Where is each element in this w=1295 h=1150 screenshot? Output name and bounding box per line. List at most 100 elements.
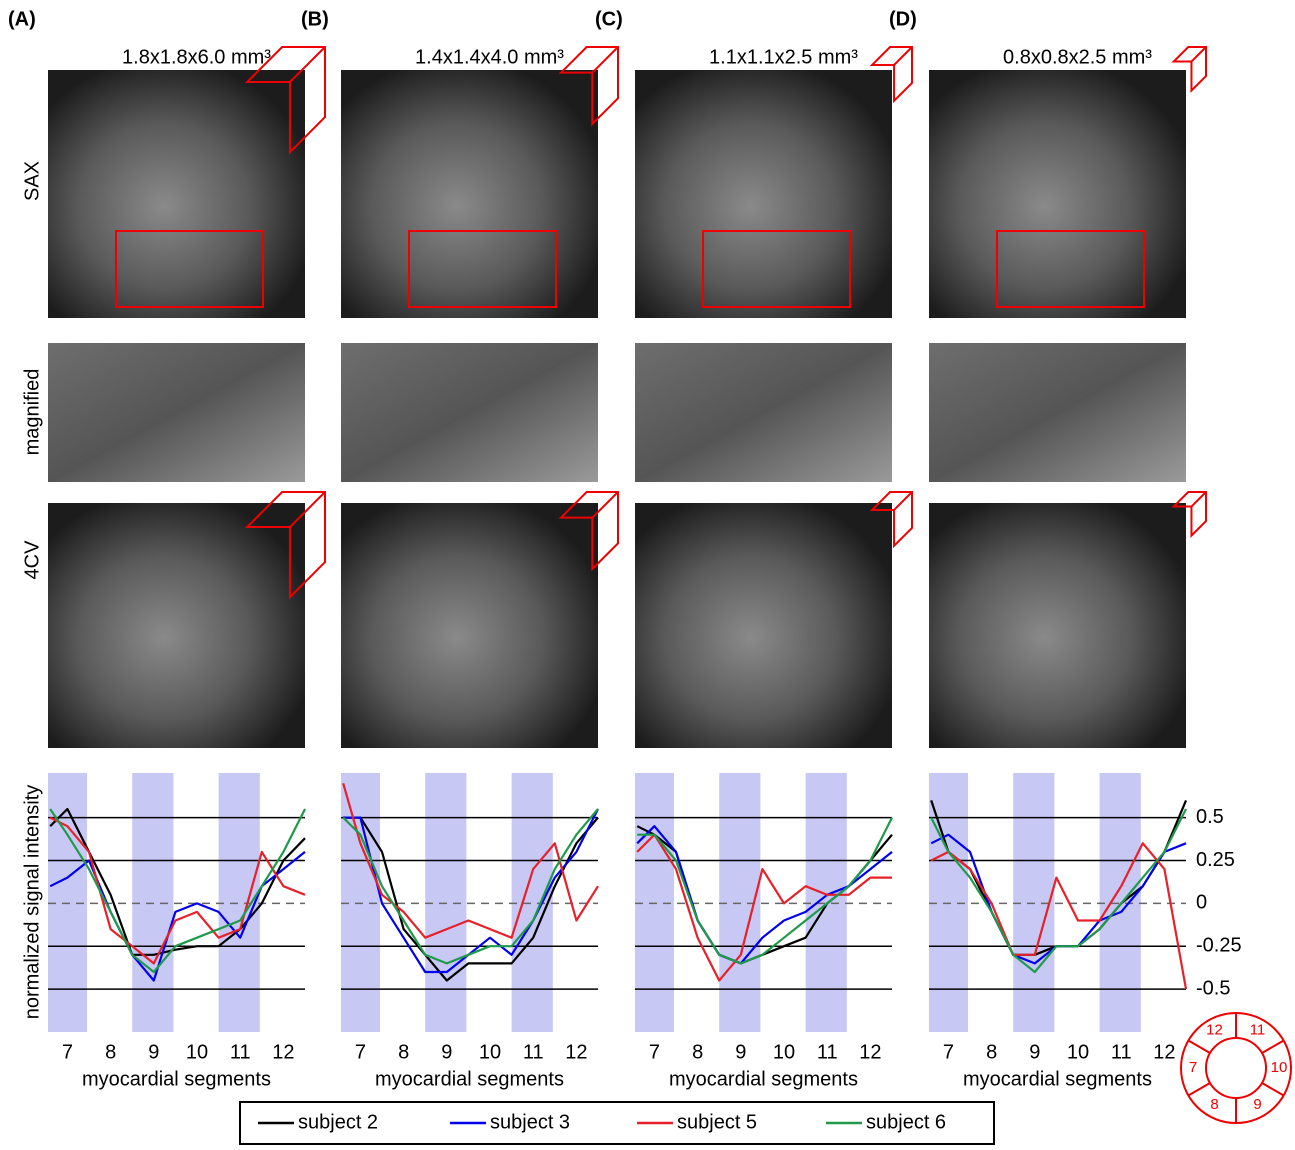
- voxel-icon: [869, 46, 913, 104]
- x-tick-label: 9: [441, 1041, 452, 1063]
- zoom-box: [408, 230, 557, 308]
- panel-label: (D): [889, 8, 917, 30]
- x-tick-label: 7: [649, 1041, 660, 1063]
- panel-label: (C): [595, 8, 623, 30]
- segment-band: [1013, 773, 1055, 1032]
- bullseye-divider: [1187, 1082, 1211, 1097]
- series-line: [930, 842, 1188, 990]
- x-tick-label: 10: [479, 1041, 501, 1063]
- y-tick-label: 0.25: [1196, 849, 1235, 871]
- x-tick-label: 11: [523, 1041, 544, 1063]
- panel-label: (A): [8, 8, 36, 30]
- four-chamber-image: [635, 70, 892, 318]
- bullseye-label: 7: [1189, 1059, 1197, 1076]
- segment-band: [635, 773, 675, 1032]
- segment-band: [218, 773, 260, 1032]
- x-tick-label: 7: [943, 1041, 954, 1063]
- voxel-icon: [558, 491, 619, 572]
- y-tick-label: -0.25: [1196, 935, 1242, 957]
- zoom-box: [702, 230, 851, 308]
- row-label: SAX: [21, 161, 43, 201]
- segment-band: [511, 773, 553, 1032]
- four-chamber-image: [929, 70, 1186, 318]
- zoom-box: [115, 230, 264, 308]
- x-tick-label: 9: [735, 1041, 746, 1063]
- segment-band: [48, 773, 88, 1032]
- voxel-icon: [244, 46, 326, 155]
- x-tick-label: 7: [62, 1041, 73, 1063]
- segment-band: [341, 773, 381, 1032]
- series-line: [49, 851, 306, 982]
- resolution: 1.1x1.1x2.5 mm³: [709, 46, 858, 68]
- segment-band: [805, 773, 847, 1032]
- panel-label: (B): [301, 8, 329, 30]
- x-tick-label: 10: [186, 1041, 208, 1063]
- x-tick-label: 11: [1111, 1041, 1132, 1063]
- short-axis-image: [48, 503, 305, 748]
- four-chamber-image: [48, 70, 305, 318]
- x-tick-label: 7: [355, 1041, 366, 1063]
- y-axis-label: normalized signal intensity: [21, 785, 43, 1020]
- segment-band: [132, 773, 174, 1032]
- zoom-box: [996, 230, 1145, 308]
- x-axis-label: myocardial segments: [963, 1068, 1152, 1090]
- x-axis-label: myocardial segments: [669, 1068, 858, 1090]
- x-tick-label: 9: [1029, 1041, 1040, 1063]
- resolution: 0.8x0.8x2.5 mm³: [1003, 46, 1152, 68]
- magnified-image: [48, 343, 305, 482]
- bullseye-label: 11: [1250, 1022, 1266, 1039]
- y-tick-label: 0: [1196, 892, 1207, 914]
- series-line: [636, 833, 892, 982]
- x-tick-label: 12: [1153, 1041, 1175, 1063]
- short-axis-image: [341, 503, 598, 748]
- y-tick-label: 0.5: [1196, 806, 1224, 828]
- series-line: [343, 808, 599, 974]
- series-line: [342, 782, 599, 939]
- series-line: [930, 808, 1187, 974]
- series-line: [930, 833, 1187, 965]
- bullseye-divider: [1261, 1039, 1285, 1054]
- four-chamber-image: [341, 70, 598, 318]
- x-tick-label: 8: [692, 1041, 703, 1063]
- bullseye-divider: [1261, 1082, 1285, 1097]
- legend-label: subject 6: [866, 1111, 946, 1133]
- series-line: [49, 816, 306, 965]
- series-line: [342, 808, 599, 965]
- x-axis-label: myocardial segments: [82, 1068, 271, 1090]
- voxel-icon: [869, 491, 913, 549]
- series-line: [343, 816, 599, 982]
- voxel-icon: [558, 46, 619, 127]
- bullseye: 7 8 9 10 11 12: [1180, 1012, 1292, 1124]
- resolution: 1.4x1.4x4.0 mm³: [415, 46, 564, 68]
- x-tick-label: 12: [565, 1041, 587, 1063]
- x-tick-label: 8: [398, 1041, 409, 1063]
- row-label: 4CV: [21, 540, 43, 580]
- voxel-icon: [1171, 46, 1207, 94]
- voxel-icon: [1171, 491, 1207, 539]
- series-line: [49, 808, 306, 974]
- x-tick-label: 11: [817, 1041, 838, 1063]
- legend-label: subject 3: [490, 1111, 570, 1133]
- x-tick-label: 10: [773, 1041, 795, 1063]
- magnified-image: [929, 343, 1186, 482]
- x-tick-label: 12: [859, 1041, 881, 1063]
- short-axis-image: [929, 503, 1186, 748]
- legend-box: [239, 1101, 995, 1145]
- legend: subject 2 subject 3 subject 5 subject 6: [239, 1101, 995, 1145]
- magnified-image: [635, 343, 892, 482]
- y-tick-label: -0.5: [1196, 977, 1230, 999]
- short-axis-image: [635, 503, 892, 748]
- x-tick-label: 8: [986, 1041, 997, 1063]
- row-label: magnified: [21, 369, 43, 456]
- bullseye-divider: [1187, 1039, 1211, 1054]
- series-line: [636, 825, 893, 965]
- resolution: 1.8x1.8x6.0 mm³: [122, 46, 271, 68]
- segment-band: [425, 773, 467, 1032]
- bullseye-label: 10: [1271, 1059, 1288, 1076]
- x-axis-label: myocardial segments: [375, 1068, 564, 1090]
- x-tick-label: 9: [148, 1041, 159, 1063]
- bullseye-label: 12: [1206, 1022, 1223, 1039]
- magnified-image: [341, 343, 598, 482]
- legend-label: subject 2: [298, 1111, 378, 1133]
- voxel-icon: [244, 491, 326, 600]
